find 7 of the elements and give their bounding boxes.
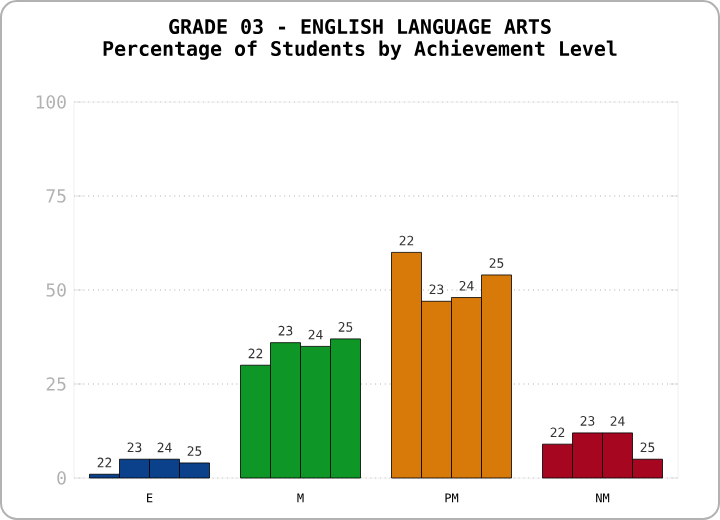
chart-subtitle: Percentage of Students by Achievement Level bbox=[103, 39, 617, 60]
y-tick-label: 100 bbox=[36, 95, 66, 109]
y-tick-label: 50 bbox=[46, 283, 66, 297]
y-tick-label: 25 bbox=[46, 377, 66, 391]
y-tick-label: 75 bbox=[46, 189, 66, 203]
chart-title: GRADE 03 - ENGLISH LANGUAGE ARTS bbox=[169, 19, 551, 35]
y-tick-label: 0 bbox=[57, 471, 66, 485]
